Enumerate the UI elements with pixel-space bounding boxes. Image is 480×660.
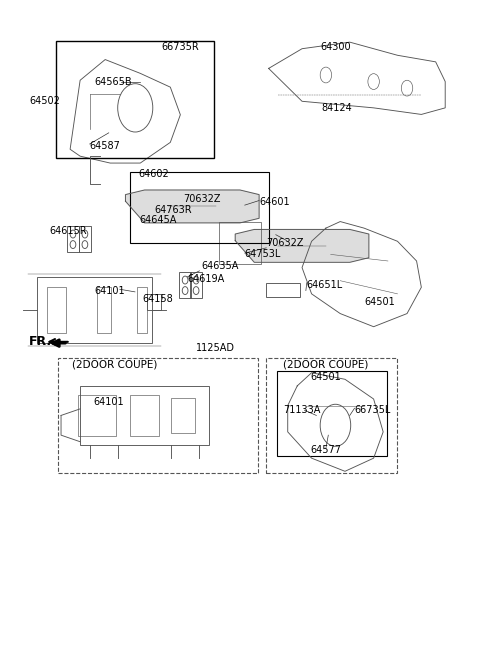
Polygon shape <box>125 190 259 223</box>
Bar <box>190 272 202 298</box>
Text: 64635A: 64635A <box>202 261 239 271</box>
Text: 64300: 64300 <box>320 42 351 52</box>
Text: 64158: 64158 <box>142 294 173 304</box>
Text: 64602: 64602 <box>139 168 169 179</box>
Bar <box>56 41 214 158</box>
Bar <box>171 398 195 433</box>
Bar <box>266 282 300 297</box>
Text: 84124: 84124 <box>321 103 352 113</box>
Bar <box>277 371 387 456</box>
Text: 64587: 64587 <box>90 141 120 151</box>
Text: 64619A: 64619A <box>188 274 225 284</box>
Text: 64753L: 64753L <box>245 249 281 259</box>
Polygon shape <box>235 230 369 262</box>
Text: 64601: 64601 <box>259 197 290 207</box>
Text: 64501: 64501 <box>364 297 395 307</box>
Text: 70632Z: 70632Z <box>266 238 304 248</box>
Text: 64577: 64577 <box>311 445 341 455</box>
Text: 64502: 64502 <box>29 96 60 106</box>
Text: (2DOOR COUPE): (2DOOR COUPE) <box>72 359 157 369</box>
Bar <box>67 226 79 252</box>
Text: 64565B: 64565B <box>95 77 132 86</box>
Text: 70632Z: 70632Z <box>183 193 220 203</box>
Text: 64763R: 64763R <box>154 205 192 214</box>
Text: 1125AD: 1125AD <box>196 343 235 353</box>
Bar <box>130 172 269 244</box>
Bar <box>58 358 258 473</box>
Text: 66735R: 66735R <box>161 42 199 52</box>
Bar <box>79 226 91 252</box>
Text: 71133A: 71133A <box>283 405 320 415</box>
Bar <box>218 222 262 264</box>
Text: 64101: 64101 <box>94 397 124 407</box>
Bar <box>137 287 147 333</box>
Text: 64645A: 64645A <box>140 215 177 225</box>
Bar <box>266 358 397 473</box>
Text: 66735L: 66735L <box>355 405 391 415</box>
Bar <box>78 395 116 436</box>
Text: 64651L: 64651L <box>307 280 343 290</box>
Bar <box>47 287 66 333</box>
Text: FR.: FR. <box>29 335 52 348</box>
Text: 64615R: 64615R <box>49 226 87 236</box>
Text: 64501: 64501 <box>311 372 341 382</box>
Text: (2DOOR COUPE): (2DOOR COUPE) <box>283 359 368 369</box>
Bar <box>97 287 111 333</box>
Bar <box>179 272 191 298</box>
Bar <box>80 386 209 445</box>
Bar <box>130 395 159 436</box>
Bar <box>147 294 161 310</box>
Bar <box>37 277 152 343</box>
Text: 64101: 64101 <box>95 286 125 296</box>
